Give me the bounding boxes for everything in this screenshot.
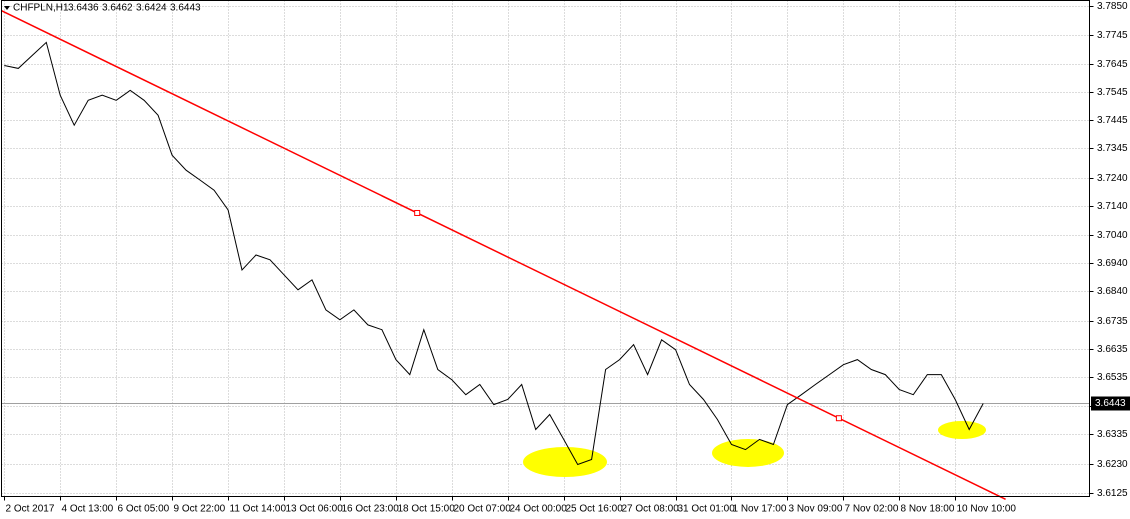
ohlc-close: 3.6443 (170, 3, 201, 14)
x-tick-label: 7 Nov 02:00 (845, 504, 899, 515)
x-tick-label: 13 Oct 06:00 (286, 504, 344, 515)
y-tick-label: 3.6230 (1097, 459, 1128, 470)
y-tick-label: 3.7745 (1097, 30, 1128, 41)
x-tick-label: 27 Oct 08:00 (622, 504, 680, 515)
y-tick-label: 3.7850 (1097, 1, 1128, 12)
x-tick-label: 1 Nov 17:00 (733, 504, 787, 515)
y-tick-label: 3.6635 (1097, 344, 1128, 355)
x-tick-label: 16 Oct 23:00 (342, 504, 400, 515)
x-tick-label: 20 Oct 07:00 (454, 504, 512, 515)
y-tick-label: 3.6125 (1097, 488, 1128, 499)
x-tick-label: 25 Oct 16:00 (566, 504, 624, 515)
plot-frame (1, 0, 1090, 497)
ohlc-open: 3.6436 (68, 3, 99, 14)
chart-title: CHFPLN,H1 (13, 3, 69, 14)
x-tick-label: 11 Oct 14:00 (230, 504, 287, 515)
y-tick-label: 3.6940 (1097, 258, 1128, 269)
y-tick-label: 3.6535 (1097, 372, 1128, 383)
y-tick-label: 3.6840 (1097, 286, 1128, 297)
x-tick-label: 31 Oct 01:00 (678, 504, 736, 515)
y-tick-label: 3.6735 (1097, 316, 1128, 327)
y-tick-label: 3.6335 (1097, 429, 1128, 440)
price-line (4, 41, 984, 466)
y-tick-label: 3.7545 (1097, 87, 1128, 98)
trendline-anchor (835, 415, 842, 422)
y-tick-label: 3.7140 (1097, 201, 1128, 212)
trendline-anchor (414, 209, 421, 216)
y-tick-label: 3.7345 (1097, 143, 1128, 154)
y-tick-label: 3.7240 (1097, 173, 1128, 184)
highlight (712, 439, 784, 467)
x-tick-label: 2 Oct 2017 (6, 504, 55, 515)
y-tick-label: 3.7645 (1097, 59, 1128, 70)
current-price-label: 3.6443 (1095, 398, 1126, 409)
highlight (938, 421, 986, 439)
x-tick-label: 24 Oct 00:00 (510, 504, 568, 515)
x-tick-label: 18 Oct 15:00 (398, 504, 456, 515)
y-tick-label: 3.7040 (1097, 230, 1128, 241)
menu-arrow (4, 6, 10, 10)
current-price-box (1091, 396, 1130, 411)
x-tick-label: 4 Oct 13:00 (62, 504, 114, 515)
highlight (523, 447, 607, 477)
x-tick-label: 8 Nov 18:00 (901, 504, 955, 515)
x-tick-label: 9 Oct 22:00 (174, 504, 226, 515)
ohlc-low: 3.6424 (136, 3, 167, 14)
x-tick-label: 10 Nov 10:00 (957, 504, 1017, 515)
x-tick-label: 6 Oct 05:00 (118, 504, 170, 515)
y-tick-label: 3.7445 (1097, 115, 1128, 126)
marks (1, 10, 1006, 501)
ohlc-high: 3.6462 (102, 3, 133, 14)
x-tick-label: 3 Nov 09:00 (789, 504, 843, 515)
